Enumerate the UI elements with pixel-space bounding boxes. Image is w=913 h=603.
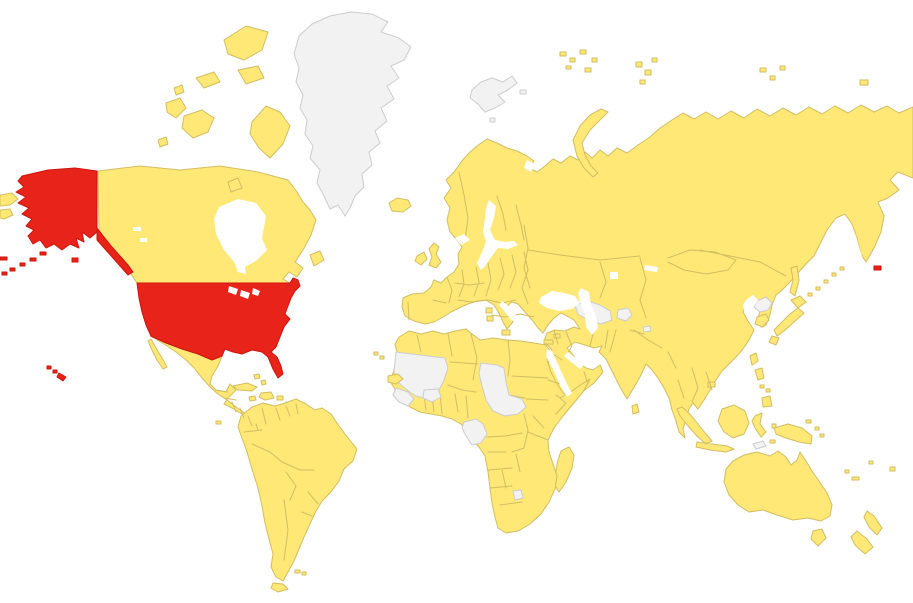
sea-persian-gulf [564, 352, 584, 369]
sea-aegean [555, 317, 569, 330]
sea-black-sea [539, 291, 580, 311]
country-australia[interactable] [723, 450, 833, 522]
layer-no-data [293, 11, 773, 501]
country-north-korea[interactable] [753, 296, 773, 313]
island-new-guinea[interactable] [773, 423, 813, 445]
islands-falkland-galapagos[interactable] [215, 420, 307, 576]
region-gabon-congo[interactable] [461, 418, 488, 446]
sea-of-okhotsk [816, 218, 864, 262]
alaska-panhandle[interactable] [96, 227, 134, 276]
country-ireland[interactable] [414, 251, 428, 266]
sea-caspian [578, 288, 598, 335]
country-united-states[interactable] [136, 277, 301, 379]
country-greenland[interactable] [293, 11, 412, 217]
country-japan[interactable] [768, 295, 807, 346]
islands-pacific[interactable] [805, 419, 896, 481]
country-madagascar[interactable] [553, 446, 575, 493]
layer-with-data [0, 25, 913, 593]
islands-aleutian[interactable] [0, 251, 882, 276]
border-lines-central-america [215, 389, 259, 431]
islands-canary[interactable] [373, 351, 385, 360]
country-bhutan[interactable] [642, 325, 652, 333]
island-newfoundland[interactable] [309, 250, 325, 267]
border-lines-middle-east-asia [527, 249, 787, 403]
island-taiwan[interactable] [749, 352, 759, 366]
layer-water-bodies [133, 160, 864, 397]
sea-red-sea [546, 349, 572, 397]
country-canada[interactable] [97, 165, 317, 284]
country-philippines[interactable] [754, 367, 773, 408]
state-alaska[interactable] [15, 167, 98, 251]
island-tierra-del-fuego[interactable] [270, 582, 289, 593]
lakes-aral-balkhash [610, 265, 658, 279]
country-tajikistan[interactable] [616, 307, 633, 322]
country-timor-leste[interactable] [752, 440, 767, 450]
country-lesotho[interactable] [512, 489, 524, 501]
border-lines-africa [416, 332, 567, 506]
country-south-korea[interactable] [754, 313, 770, 328]
country-new-zealand[interactable] [850, 510, 883, 555]
islands-russian-arctic[interactable] [559, 49, 869, 178]
layer-highlight [0, 167, 882, 382]
country-sri-lanka[interactable] [631, 403, 640, 415]
fragment-chukotka-left-edge[interactable] [0, 192, 19, 220]
continent-south-america[interactable] [237, 398, 358, 582]
islands-canadian-arctic[interactable] [157, 25, 291, 193]
island-hainan[interactable] [707, 381, 716, 388]
country-senegal[interactable] [387, 373, 404, 385]
country-burkina-faso[interactable] [422, 388, 442, 403]
region-guinea-sierra-leone[interactable] [392, 387, 415, 407]
layer-country-borders [215, 171, 787, 561]
peninsula-baja-california[interactable] [147, 338, 168, 370]
territory-svalbard[interactable] [469, 75, 527, 123]
sea-baltic [455, 200, 518, 270]
sea-hudson-bay [214, 199, 267, 274]
layer-with-data-overlay [387, 373, 404, 385]
sea-adriatic [499, 301, 517, 321]
sea-white-sea [524, 160, 535, 172]
island-sakhalin[interactable] [789, 265, 800, 297]
islands-indonesia[interactable] [676, 404, 783, 453]
region-chad-central-african-republic[interactable] [478, 362, 527, 417]
country-united-kingdom[interactable] [428, 242, 442, 269]
islands-kuril[interactable] [807, 266, 845, 297]
islands-hawaii[interactable] [46, 365, 67, 382]
border-lines-south-america [243, 403, 319, 561]
island-tasmania[interactable] [810, 528, 827, 547]
islands-mediterranean[interactable] [485, 307, 561, 345]
border-lines-europe [407, 171, 535, 321]
sea-yellow-sea [743, 295, 758, 321]
country-iceland[interactable] [388, 197, 412, 213]
